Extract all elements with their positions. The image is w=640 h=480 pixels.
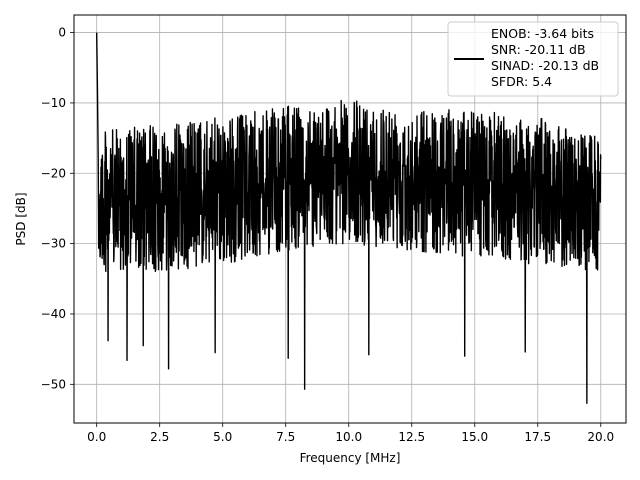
x-tick-label: 20.0 (587, 430, 614, 444)
x-tick-label: 17.5 (524, 430, 551, 444)
legend-text-enob: ENOB: -3.64 bits (491, 26, 594, 41)
y-tick-label: −40 (41, 307, 66, 321)
x-axis-ticks: 0.0 2.5 5.0 7.5 10.0 12.5 15.0 17.5 20.0 (87, 423, 614, 444)
y-tick-label: −10 (41, 96, 66, 110)
x-tick-label: 2.5 (150, 430, 169, 444)
x-tick-label: 0.0 (87, 430, 106, 444)
psd-trace (95, 32, 602, 404)
y-tick-label: −20 (41, 166, 66, 180)
x-tick-label: 7.5 (276, 430, 295, 444)
x-tick-label: 5.0 (213, 430, 232, 444)
y-axis-label: PSD [dB] (14, 192, 28, 245)
y-axis-ticks: 0 −10 −20 −30 −40 −50 (41, 26, 74, 391)
plot-frame (73, 14, 627, 424)
legend-box (447, 21, 619, 97)
legend-text-sinad: SINAD: -20.13 dB (491, 58, 599, 73)
legend-text-sfdr: SFDR: 5.4 (491, 74, 552, 89)
psd-series-line (95, 32, 602, 404)
x-tick-label: 12.5 (398, 430, 425, 444)
legend-text-snr: SNR: -20.11 dB (491, 42, 586, 57)
x-tick-label: 15.0 (461, 430, 488, 444)
y-tick-label: −50 (41, 377, 66, 391)
y-tick-label: 0 (58, 26, 66, 40)
y-tick-label: −30 (41, 237, 66, 251)
x-axis-label: Frequency [MHz] (300, 451, 401, 465)
legend: ENOB: -3.64 bits SNR: -20.11 dB SINAD: -… (447, 21, 619, 97)
x-tick-label: 10.0 (335, 430, 362, 444)
